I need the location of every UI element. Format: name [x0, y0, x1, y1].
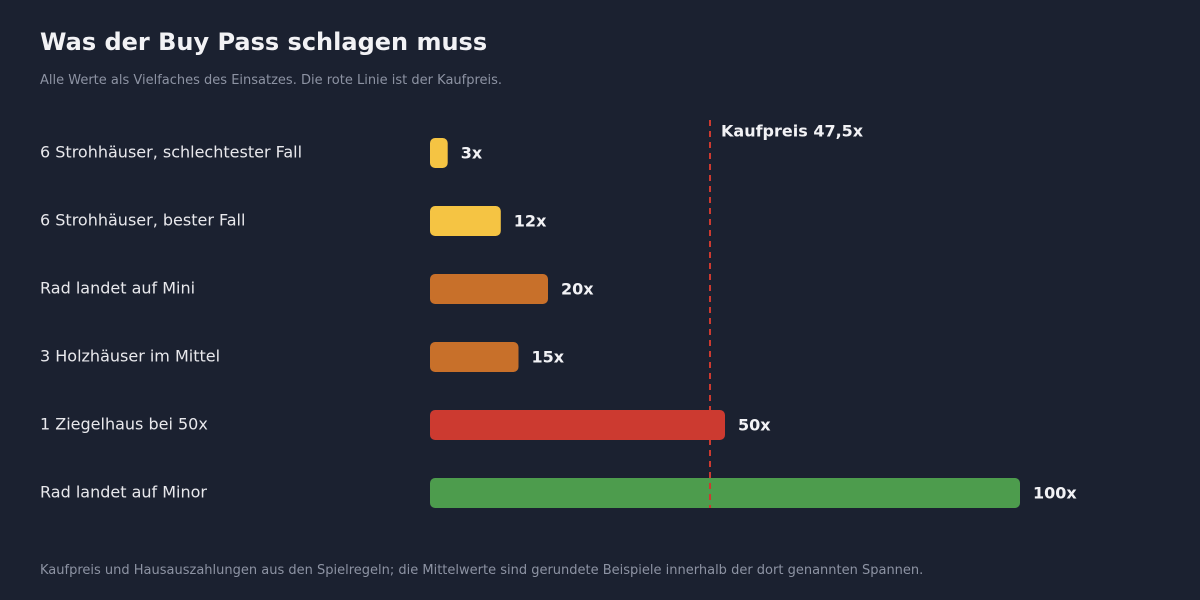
bar	[430, 410, 725, 440]
value-label: 15x	[532, 348, 565, 367]
value-label: 100x	[1033, 484, 1077, 503]
bar	[430, 274, 548, 304]
bar	[430, 478, 1020, 508]
source-footnote: Kaufpreis und Hausauszahlungen aus den S…	[40, 563, 924, 578]
value-label: 50x	[738, 416, 771, 435]
value-label: 3x	[461, 144, 483, 163]
chart-subtitle: Alle Werte als Vielfaches des Einsatzes.…	[40, 73, 503, 88]
reference-layer: Kaufpreis 47,5x	[709, 120, 864, 508]
value-label: 12x	[514, 212, 547, 231]
category-label: 6 Strohhäuser, bester Fall	[40, 211, 245, 230]
category-label: Rad landet auf Mini	[40, 279, 195, 298]
category-label: Rad landet auf Minor	[40, 483, 207, 502]
chart-title: Was der Buy Pass schlagen muss	[40, 28, 488, 56]
bar	[430, 206, 501, 236]
category-label: 6 Strohhäuser, schlechtester Fall	[40, 143, 302, 162]
bars-layer: 6 Strohhäuser, schlechtester Fall 3x 6 Str…	[40, 138, 1077, 508]
category-label: 3 Holzhäuser im Mittel	[40, 347, 220, 366]
bar	[430, 342, 519, 372]
value-label: 20x	[561, 280, 594, 299]
bar	[430, 138, 448, 168]
reference-line-label: Kaufpreis 47,5x	[721, 122, 864, 141]
category-label: 1 Ziegelhaus bei 50x	[40, 415, 208, 434]
